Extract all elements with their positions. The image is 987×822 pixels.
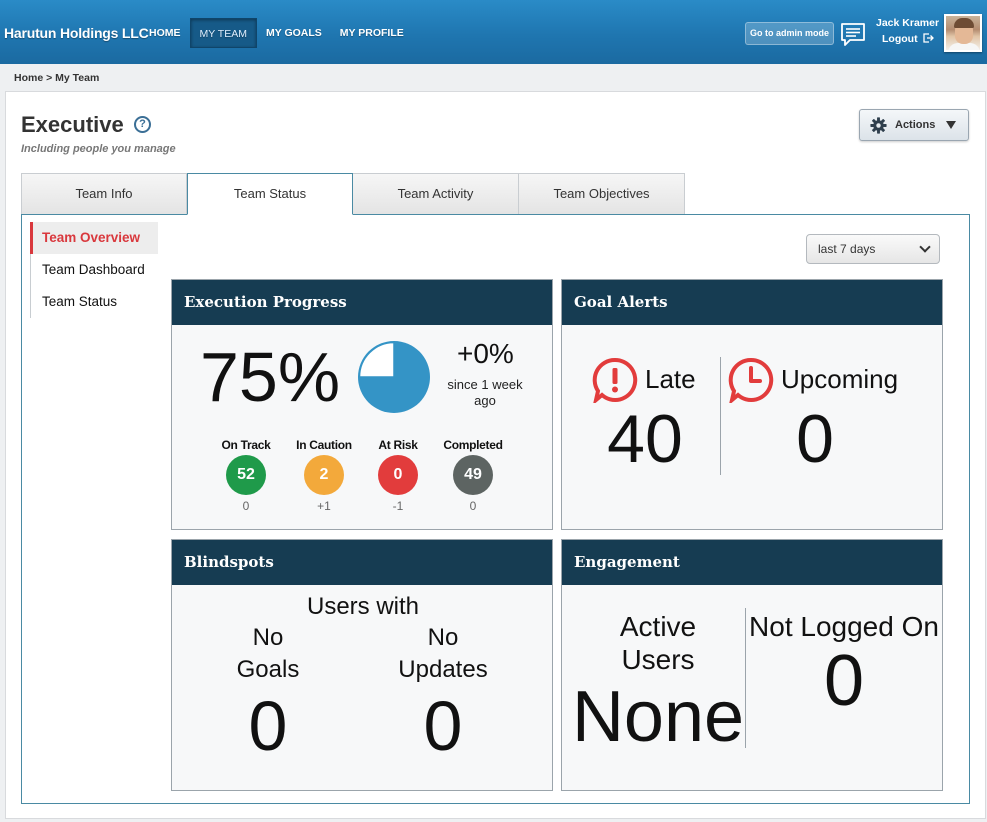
gear-icon [870,117,887,134]
not-logged-label: Not Logged On [749,611,939,642]
active-users-label-2: Users [621,644,695,675]
stat-value: 2 [304,455,344,495]
nav-my-profile[interactable]: MY PROFILE [339,27,404,39]
blindspots-heading: Users with [306,593,420,620]
breadcrumb[interactable]: Home > My Team [14,72,100,84]
stat-change: 0 [469,499,477,513]
chevron-down-icon [919,241,931,253]
no-goals-label-1: No [252,624,284,651]
upcoming-value[interactable]: 0 [796,401,834,477]
execution-progress-title: Execution Progress [172,280,552,325]
stat-value: 49 [453,455,493,495]
caret-down-icon [946,121,956,129]
late-label: Late [645,364,696,394]
admin-mode-button[interactable]: Go to admin mode [745,22,834,45]
stat-at-risk[interactable]: At Risk 0 -1 [363,438,433,513]
clock-alert-icon [728,357,774,403]
nav-home[interactable]: HOME [149,27,181,39]
engagement-divider [745,608,746,748]
upcoming-label: Upcoming [781,364,899,394]
stat-value: 0 [378,455,418,495]
stat-label: On Track [221,438,271,452]
no-goals-label-2: Goals [236,656,300,683]
subnav-team-dashboard[interactable]: Team Dashboard [42,262,145,277]
alerts-divider [720,357,721,475]
page-subtitle: Including people you manage [21,143,176,155]
subnav-team-overview[interactable]: Team Overview [30,222,158,254]
late-value[interactable]: 40 [607,401,683,477]
stat-on-track[interactable]: On Track 52 0 [211,438,281,513]
stat-change: +1 [317,499,331,513]
pie-remaining [358,341,395,378]
no-updates-value[interactable]: 0 [423,687,463,765]
progress-pie [358,341,430,413]
brand-name[interactable]: Harutun Holdings LLC [4,25,149,41]
execution-since: since 1 week ago [447,377,523,408]
date-range-value: last 7 days [818,242,876,256]
nav-my-team[interactable]: MY TEAM [189,18,257,48]
stat-label: In Caution [296,438,352,452]
active-users-value[interactable]: None [571,677,745,757]
messages-icon[interactable] [840,22,866,48]
no-updates-label-2: Updates [398,656,488,683]
sub-nav: Team Overview Team Dashboard Team Status [30,222,158,318]
main-content: Executive ? Including people you manage … [5,91,986,819]
stat-value: 52 [226,455,266,495]
not-logged-value[interactable]: 0 [823,641,865,721]
actions-button[interactable]: Actions [859,109,969,141]
goal-alerts-card: Goal Alerts Late 40 Upcoming 0 [561,279,943,530]
exclamation-alert-icon [592,357,638,403]
logout-icon [922,33,934,43]
avatar-hair [954,18,974,28]
tab-panel: Team Overview Team Dashboard Team Status… [21,214,970,804]
date-range-select[interactable]: last 7 days [806,234,940,264]
stat-label: At Risk [378,438,418,452]
tab-team-activity[interactable]: Team Activity [353,173,519,214]
avatar[interactable] [944,14,982,52]
stat-in-caution[interactable]: In Caution 2 +1 [289,438,359,513]
stat-completed[interactable]: Completed 49 0 [438,438,508,513]
subnav-team-status[interactable]: Team Status [42,294,118,309]
help-icon[interactable]: ? [134,116,151,133]
actions-label: Actions [895,119,936,131]
active-users-label-1: Active [619,611,697,642]
goal-alerts-title: Goal Alerts [562,280,942,325]
blindspots-card: Blindspots Users with No Goals 0 No Upda… [171,539,553,791]
no-goals-value[interactable]: 0 [248,687,288,765]
execution-percent: 75% [200,338,341,416]
logout-label: Logout [882,33,918,45]
avatar-shirt [948,43,980,50]
logout-link[interactable]: Logout [882,33,934,45]
tab-bar: Team Info Team Status Team Activity Team… [21,173,685,215]
execution-progress-card: Execution Progress 75% +0% since 1 week … [171,279,553,530]
main-nav: HOME MY TEAM MY GOALS MY PROFILE [140,18,413,48]
page-title: Executive [21,112,124,137]
user-name: Jack Kramer [876,17,940,29]
no-updates-label-1: No [427,624,459,651]
tab-team-info[interactable]: Team Info [21,173,187,214]
engagement-title: Engagement [562,540,942,585]
nav-my-goals[interactable]: MY GOALS [265,27,322,39]
tab-team-status[interactable]: Team Status [187,173,353,215]
top-bar: Harutun Holdings LLC HOME MY TEAM MY GOA… [0,0,987,64]
blindspots-title: Blindspots [172,540,552,585]
stat-change: 0 [242,499,250,513]
tab-team-objectives[interactable]: Team Objectives [519,173,685,214]
stat-change: -1 [392,499,404,513]
execution-delta: +0% [457,338,514,369]
stat-label: Completed [443,438,503,452]
engagement-card: Engagement Active Users None Not Logged … [561,539,943,791]
